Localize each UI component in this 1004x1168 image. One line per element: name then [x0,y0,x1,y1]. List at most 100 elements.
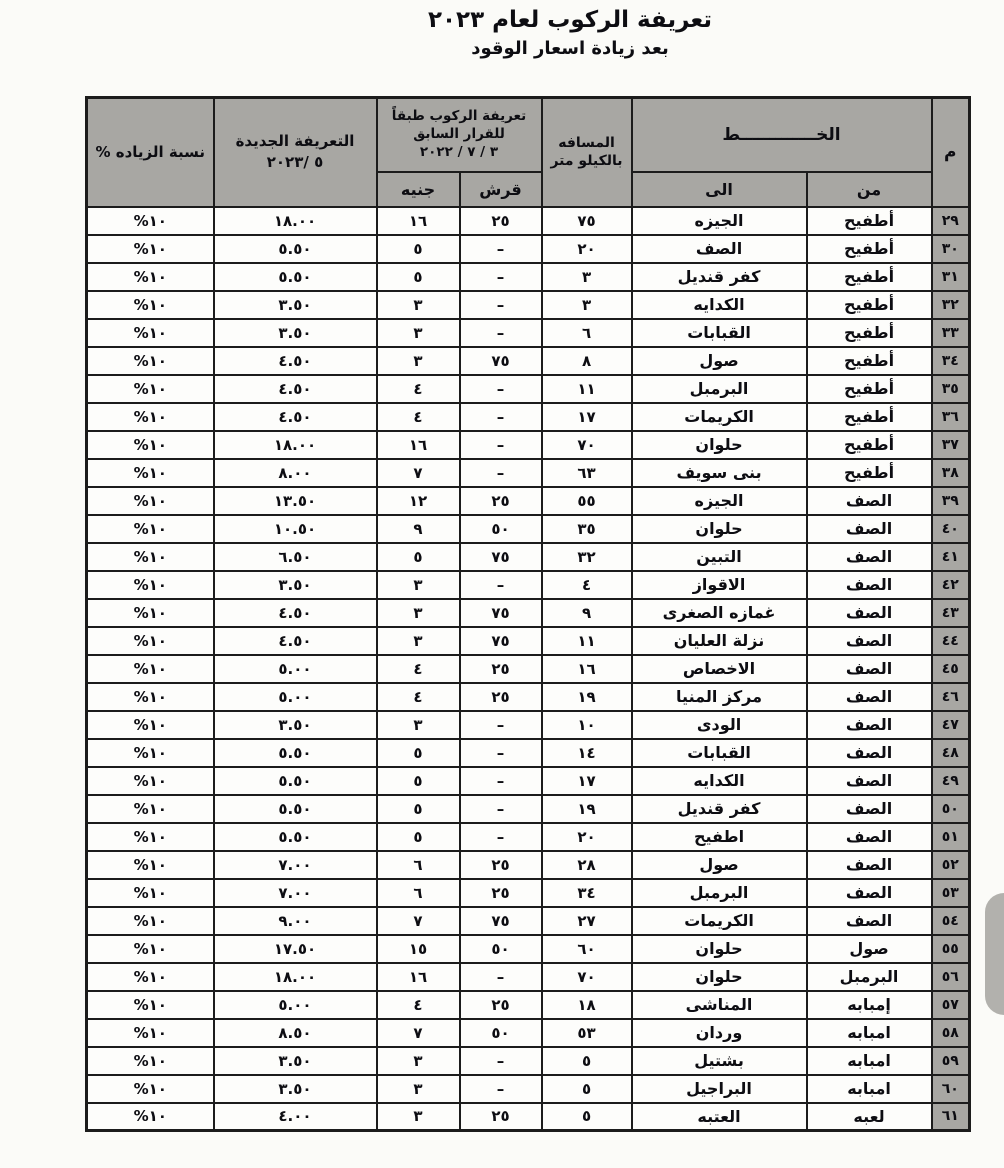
from-cell: البرمبل [805,961,933,992]
qirsh-cell: ٧٥ [458,541,543,572]
from-cell: أطفيح [805,373,933,404]
qirsh-cell: ٢٥ [458,877,543,908]
from-cell: أطفيح [805,317,933,348]
new-tariff-cell: ٤.٥٠ [212,597,378,628]
increase-cell: %١٠ [85,317,215,348]
table-row: ٣٢ أطفيح الكدايه ٣–٣ ٣.٥٠ %١٠ [85,289,971,320]
new-tariff-cell: ٦.٥٠ [212,541,378,572]
distance-cell: ٦ [540,317,633,348]
qirsh-cell: – [458,401,543,432]
new-tariff-cell: ٣.٥٠ [212,569,378,600]
to-cell: الاقواز [630,569,808,600]
new-tariff-cell: ٥.٠٠ [212,681,378,712]
tariff-table: م الخـــــــــــــط المسافه بالكيلو متر … [85,96,972,1132]
from-cell: أطفيح [805,457,933,488]
new-tariff-cell: ٩.٠٠ [212,905,378,936]
distance-cell: ٢٠ [540,821,633,852]
new-tariff-cell: ١٣.٥٠ [212,485,378,516]
qirsh-cell: ٥٠ [458,1017,543,1048]
new-tariff-cell: ٧.٠٠ [212,849,378,880]
row-number-cell: ٣١ [930,261,971,292]
increase-cell: %١٠ [85,429,215,460]
to-cell: كفر قنديل [630,261,808,292]
genih-cell: ١٦ [375,429,461,460]
row-number-cell: ٢٩ [930,205,971,236]
qirsh-cell: ٢٥ [458,485,543,516]
distance-cell: ٥٥ [540,485,633,516]
qirsh-cell: ٥٠ [458,513,543,544]
genih-cell: ٥ [375,233,461,264]
genih-cell: ٦ [375,849,461,880]
increase-cell: %١٠ [85,205,215,236]
to-cell: البرمبل [630,877,808,908]
distance-cell: ١٨ [540,989,633,1020]
new-tariff-cell: ٥.٥٠ [212,233,378,264]
to-cell: بنى سويف [630,457,808,488]
qirsh-cell: – [458,765,543,796]
qirsh-cell: – [458,737,543,768]
increase-cell: %١٠ [85,457,215,488]
table-row: ٦٠ امبابه البراجيل ٥–٣ ٣.٥٠ %١٠ [85,1073,971,1104]
from-cell: أطفيح [805,233,933,264]
header-old-tariff-line2: للقرار السابق [413,125,505,142]
row-number-cell: ٥٣ [930,877,971,908]
genih-cell: ٣ [375,345,461,376]
from-cell: الصف [805,541,933,572]
new-tariff-cell: ٥.٠٠ [212,653,378,684]
table-row: ٤٨ الصف القبابات ١٤–٥ ٥.٥٠ %١٠ [85,737,971,768]
new-tariff-cell: ٣.٥٠ [212,289,378,320]
row-number-cell: ٥٢ [930,849,971,880]
to-cell: التبين [630,541,808,572]
to-cell: صول [630,345,808,376]
row-number-cell: ٤١ [930,541,971,572]
increase-cell: %١٠ [85,289,215,320]
from-cell: الصف [805,485,933,516]
qirsh-cell: ٧٥ [458,597,543,628]
to-cell: مركز المنيا [630,681,808,712]
qirsh-cell: ٧٥ [458,625,543,656]
from-cell: أطفيح [805,401,933,432]
genih-cell: ٥ [375,765,461,796]
to-cell: الاخصاص [630,653,808,684]
increase-cell: %١٠ [85,653,215,684]
increase-cell: %١٠ [85,625,215,656]
to-cell: الجيزه [630,485,808,516]
to-cell: الكدايه [630,765,808,796]
to-cell: صول [630,849,808,880]
header-old-tariff-line1: تعريفة الركوب طبقاً [391,108,527,125]
table-row: ٤٣ الصف غمازه الصغرى ٩ ٧٥ ٣ ٤.٥٠ %١٠ [85,597,971,628]
increase-cell: %١٠ [85,233,215,264]
genih-cell: ٤ [375,681,461,712]
row-number-cell: ٤٩ [930,765,971,796]
genih-cell: ٧ [375,1017,461,1048]
row-number-cell: ٥١ [930,821,971,852]
from-cell: امبابه [805,1017,933,1048]
table-body: ٢٩ أطفيح الجيزه ٧٥ ٢٥ ١٦ ١٨.٠٠ %١٠ ٣٠ أطفيح الصف ٢٠… [85,205,971,1132]
header-genih: جنيه [375,170,461,208]
to-cell: العتبه [630,1101,808,1132]
genih-cell: ٣ [375,1101,461,1132]
header-distance-line1: المسافه [558,135,615,152]
distance-cell: ٧٠ [540,429,633,460]
increase-cell: %١٠ [85,569,215,600]
table-row: ٥٢ الصف صول ٢٨ ٢٥ ٦ ٧.٠٠ %١٠ [85,849,971,880]
document-subtitle: بعد زيادة اسعار الوقود [471,38,669,59]
distance-cell: ٣٤ [540,877,633,908]
table-row: ٥١ الصف اطفيح ٢٠–٥ ٥.٥٠ %١٠ [85,821,971,852]
row-number-cell: ٤٣ [930,597,971,628]
distance-cell: ٩ [540,597,633,628]
increase-cell: %١٠ [85,485,215,516]
increase-cell: %١٠ [85,1073,215,1104]
qirsh-cell: ٢٥ [458,989,543,1020]
qirsh-cell: ٧٥ [458,345,543,376]
increase-cell: %١٠ [85,877,215,908]
header-qirsh: قرش [458,170,543,208]
qirsh-cell: – [458,1073,543,1104]
row-number-cell: ٣٦ [930,401,971,432]
distance-cell: ٥ [540,1073,633,1104]
header-old-tariff-date: ٣ / ٧ / ٢٠٢٢ [419,143,499,160]
from-cell: الصف [805,597,933,628]
genih-cell: ٣ [375,289,461,320]
qirsh-cell: – [458,261,543,292]
increase-cell: %١٠ [85,541,215,572]
